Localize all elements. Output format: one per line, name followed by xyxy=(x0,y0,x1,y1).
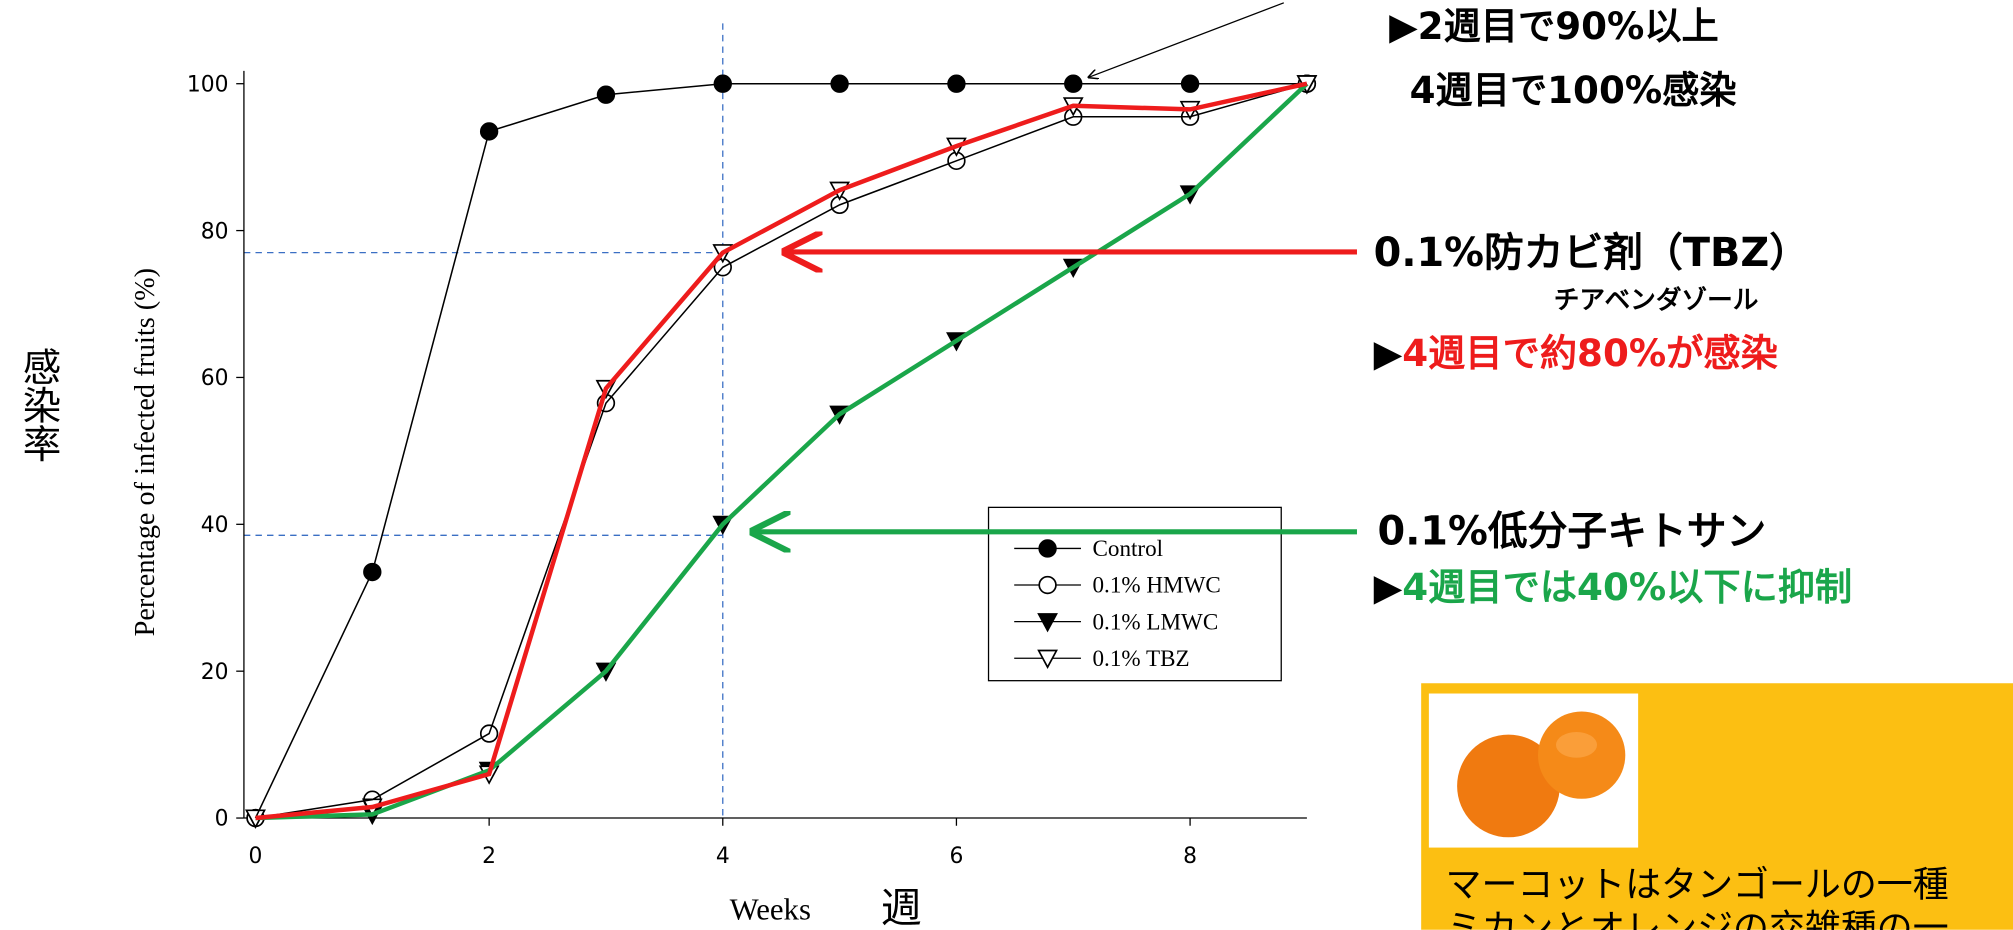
chart: 02468020406080100 Percentage of infected… xyxy=(0,0,2013,930)
x-tick-label: 4 xyxy=(716,844,730,869)
series-line xyxy=(255,84,1306,818)
page: 02468020406080100 Percentage of infected… xyxy=(0,0,2013,930)
y-tick-label: 80 xyxy=(201,219,229,244)
annotation: 0.1%防カビ剤（TBZ） xyxy=(1374,230,1809,276)
legend-label: 0.1% LMWC xyxy=(1093,608,1219,634)
info-text: マーコットはタンゴールの一種 xyxy=(1446,864,1949,905)
annotation-marker: ▶ xyxy=(1374,331,1403,375)
legend-label: 0.1% HMWC xyxy=(1093,572,1221,598)
y-axis-label-ja: 感染率 xyxy=(16,347,61,463)
y-tick-label: 40 xyxy=(201,513,229,538)
annotation-note: 4週目で約80%が感染 xyxy=(1402,331,1778,375)
legend-label: Control xyxy=(1093,535,1164,561)
annotation: チアベンダゾール xyxy=(1554,284,1759,315)
x-tick-label: 0 xyxy=(249,844,263,869)
annotation-marker: ▶ xyxy=(1374,565,1403,609)
info-text: ミカンとオレンジの交雑種の一 xyxy=(1446,908,1949,930)
y-axis-label: Percentage of infected fruits (%) xyxy=(130,268,161,636)
series-line xyxy=(255,84,1306,818)
y-tick-label: 20 xyxy=(201,660,229,685)
annotation: ▶4週目で約80%が感染 xyxy=(1374,331,1779,375)
annotation: 4週目で100%感染 xyxy=(1410,68,1738,112)
series-line xyxy=(255,84,1306,818)
x-tick-label: 6 xyxy=(949,844,963,869)
x-tick-label: 8 xyxy=(1183,844,1197,869)
annotation-note: 4週目では40%以下に抑制 xyxy=(1402,565,1852,609)
y-tick-label: 0 xyxy=(215,807,229,832)
annotation: ▶4週目では40%以下に抑制 xyxy=(1374,565,1853,609)
x-axis-label-ja: 週 xyxy=(881,884,922,930)
y-tick-label: 100 xyxy=(187,72,229,97)
legend-marker xyxy=(1039,540,1056,557)
arrow xyxy=(1089,3,1284,77)
x-axis-label: Weeks xyxy=(730,892,811,926)
x-tick-label: 2 xyxy=(482,844,496,869)
y-tick-label: 60 xyxy=(201,366,229,391)
legend-label: 0.1% TBZ xyxy=(1093,645,1190,671)
annotation: 0.1%低分子キトサン xyxy=(1378,509,1767,555)
series-line xyxy=(255,84,1306,818)
legend-marker xyxy=(1039,577,1056,594)
highlight xyxy=(1556,732,1597,758)
annotation: ▶2週目で90%以上 xyxy=(1389,4,1719,48)
